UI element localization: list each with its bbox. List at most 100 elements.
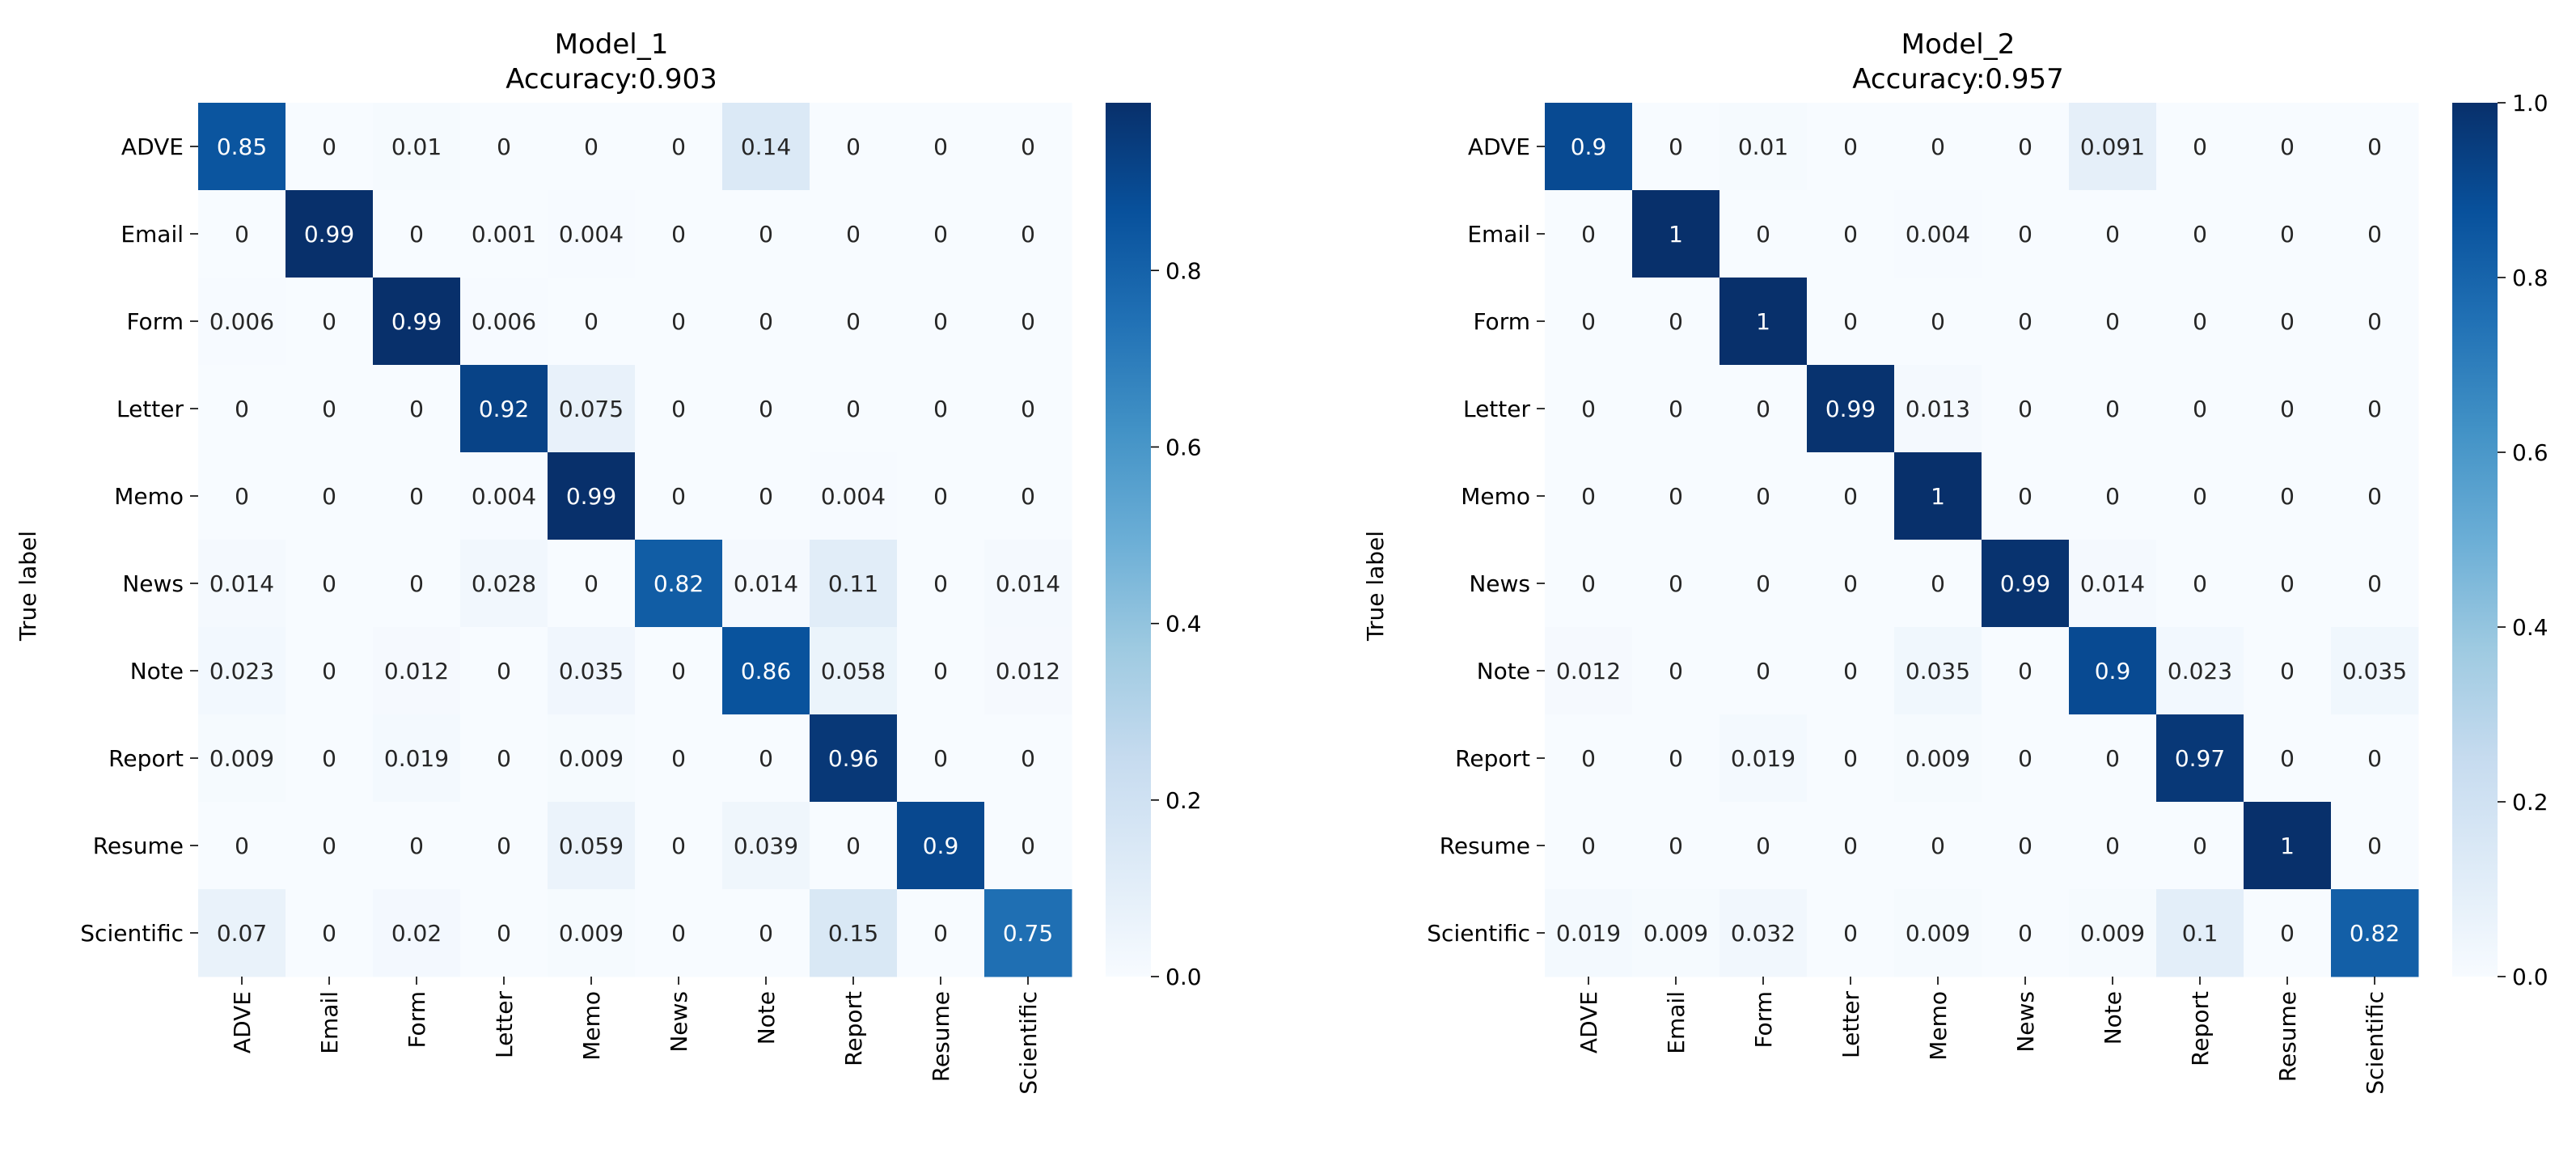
heatmap-cell (722, 452, 810, 540)
cell-value-label: 0 (1843, 745, 1858, 772)
heatmap-cell (1719, 365, 1808, 453)
cell-value-label: 0 (846, 396, 861, 422)
heatmap-cell (1807, 714, 1895, 803)
cell-value-label: 0 (2018, 134, 2032, 160)
cell-value-label: 0 (409, 483, 424, 510)
heatmap-cell (1719, 627, 1808, 715)
x-tick-label: Memo (1925, 991, 1952, 1061)
cell-value-label: 0 (235, 833, 249, 859)
heatmap-cell (460, 190, 548, 278)
cell-value-label: 0 (497, 745, 511, 772)
colorbar-tick-label: 0.0 (1165, 964, 1202, 990)
cell-value-label: 0.15 (828, 920, 878, 947)
y-tick-label: News (122, 570, 184, 597)
heatmap-cell (984, 365, 1072, 453)
heatmap-cell (2069, 365, 2157, 453)
cell-value-label: 0 (1021, 483, 1035, 510)
cell-value-label: 0.9 (923, 833, 959, 859)
heatmap-cell (810, 365, 898, 453)
cell-value-label: 0 (1756, 221, 1770, 248)
cell-value-label: 0.091 (2080, 134, 2145, 160)
cell-value-label: 0 (2367, 134, 2382, 160)
x-tick-label: Email (1663, 991, 1690, 1054)
cell-value-label: 0 (235, 221, 249, 248)
heatmap-cell (1545, 802, 1633, 890)
colorbar-tick-label: 0.6 (2512, 439, 2549, 466)
cell-value-label: 0.82 (654, 570, 704, 597)
heatmap-cell (548, 627, 636, 715)
cell-value-label: 0.9 (2095, 658, 2131, 684)
cell-value-label: 0.019 (1731, 745, 1796, 772)
heatmap-panel-model-2: Model_2 Accuracy:0.957 True label 0.9 0 0.… (1362, 28, 2549, 1095)
cell-value-label: 0.014 (996, 570, 1060, 597)
heatmap-cell (286, 278, 374, 366)
heatmap-cell (2156, 627, 2244, 715)
heatmap-panel-model-1: Model_1 Accuracy:0.903 True label 0.85 0 0… (15, 28, 1202, 1095)
heatmap-cell (1719, 190, 1808, 278)
heatmap-cell (2069, 540, 2157, 628)
heatmap-cell (2331, 278, 2419, 366)
cell-value-label: 0.07 (217, 920, 267, 947)
heatmap-cell (373, 802, 461, 890)
heatmap-cell (373, 889, 461, 977)
cell-value-label: 0 (2280, 920, 2295, 947)
heatmap-cell (198, 278, 286, 366)
heatmap-cell (635, 889, 723, 977)
x-tick-label: Resume (2274, 991, 2301, 1082)
heatmap-cell (722, 278, 810, 366)
heatmap-cell (1545, 365, 1633, 453)
cell-value-label: 0 (2367, 221, 2382, 248)
cell-value-label: 0 (1581, 833, 1596, 859)
cell-value-label: 0 (2018, 221, 2032, 248)
cell-value-label: 0 (2367, 483, 2382, 510)
cell-value-label: 0 (1843, 134, 1858, 160)
heatmap-cell (198, 802, 286, 890)
heatmap-cell (1632, 889, 1720, 977)
heatmap-cell (1632, 365, 1720, 453)
heatmap-cell (1894, 365, 1982, 453)
cell-value-label: 0.92 (479, 396, 529, 422)
heatmap-cell (198, 103, 286, 191)
heatmap-cell (897, 889, 985, 977)
cell-value-label: 0 (2367, 745, 2382, 772)
heatmap-cell (460, 278, 548, 366)
heatmap-cell (1982, 540, 2070, 628)
cell-value-label: 0 (2367, 308, 2382, 335)
cell-value-label: 0 (1843, 920, 1858, 947)
cell-value-label: 0 (1931, 570, 1945, 597)
heatmap-cell (2156, 365, 2244, 453)
heatmap-cell (1719, 802, 1808, 890)
heatmap-cell (2156, 802, 2244, 890)
cell-value-label: 0 (933, 396, 948, 422)
cell-value-label: 0 (1021, 221, 1035, 248)
cell-value-label: 0 (2105, 308, 2120, 335)
heatmap-cell (2156, 889, 2244, 977)
cell-value-label: 0 (2105, 396, 2120, 422)
cell-value-label: 0.012 (1556, 658, 1621, 684)
cell-value-label: 0 (933, 221, 948, 248)
heatmap-cell (984, 714, 1072, 803)
heatmap-cell (460, 889, 548, 977)
cell-value-label: 0.009 (1643, 920, 1708, 947)
heatmap-cell (1719, 889, 1808, 977)
x-tick-label: ADVE (229, 991, 256, 1053)
cell-value-label: 1 (1931, 483, 1945, 510)
heatmap-cell (1807, 452, 1895, 540)
cell-value-label: 0 (1581, 221, 1596, 248)
colorbar-tick-label: 0.2 (2512, 789, 2549, 816)
heatmap-cell (810, 452, 898, 540)
heatmap-cell (984, 103, 1072, 191)
heatmap-cell (1807, 627, 1895, 715)
heatmap-cell (2331, 802, 2419, 890)
cell-value-label: 0.059 (559, 833, 624, 859)
heatmap-cell (1545, 540, 1633, 628)
heatmap-cell (810, 714, 898, 803)
heatmap-cell (1632, 103, 1720, 191)
cell-value-label: 0 (1669, 134, 1683, 160)
heatmap-cell (635, 802, 723, 890)
heatmap-cell (286, 802, 374, 890)
heatmap-cell (1982, 103, 2070, 191)
cell-value-label: 0 (1756, 658, 1770, 684)
y-tick-label: Memo (114, 483, 184, 510)
heatmap-cell (2331, 627, 2419, 715)
